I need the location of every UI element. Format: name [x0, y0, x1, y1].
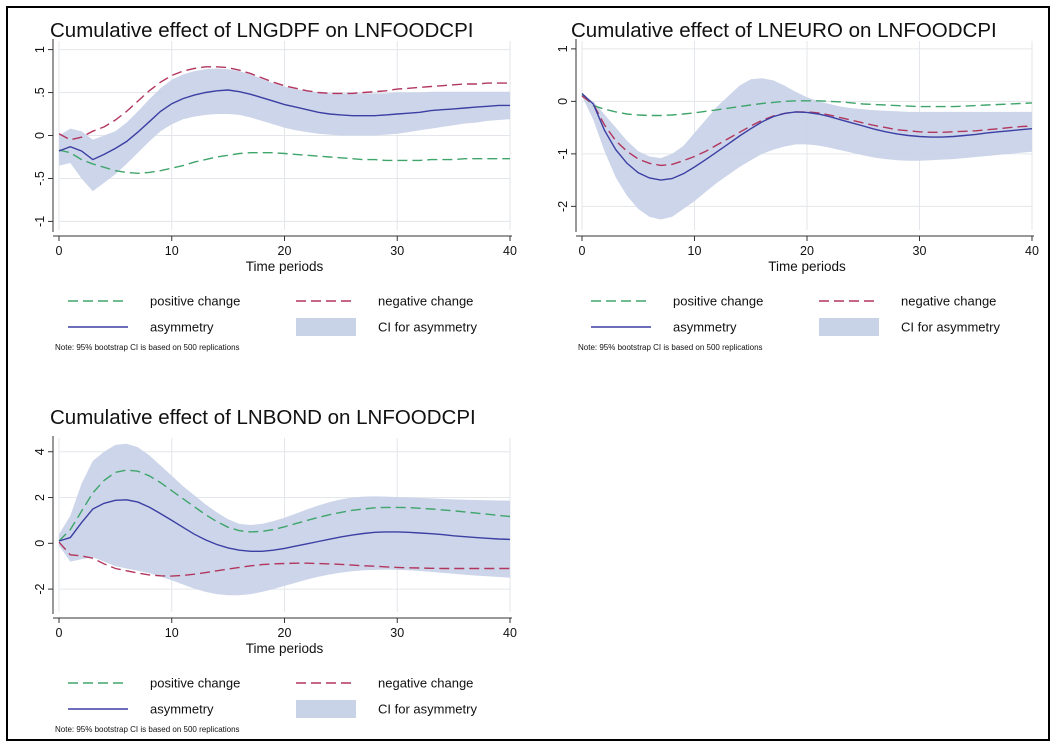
- chart-panel-2: Cumulative effect of LNEURO on LNFOODCPI…: [556, 19, 1039, 352]
- chart-figure: Cumulative effect of LNGDPF on LNFOODCPI…: [33, 19, 1039, 734]
- legend-label: negative change: [378, 676, 473, 691]
- series-line-positive-change: [58, 469, 511, 542]
- chart-title: Cumulative effect of LNEURO on LNFOODCPI: [571, 19, 997, 42]
- series-line-asymmetry: [58, 89, 510, 161]
- legend-label: positive change: [150, 294, 240, 309]
- y-tick-label: -1: [556, 148, 570, 159]
- legend-label: CI for asymmetry: [901, 320, 1000, 335]
- y-tick-label: 0: [33, 132, 47, 139]
- x-axis-label: Time periods: [768, 259, 846, 274]
- legend-label: asymmetry: [150, 320, 214, 335]
- series-line-negative-change: [58, 541, 510, 577]
- ci-band: [582, 78, 1032, 220]
- series-line-positive-change: [58, 149, 510, 175]
- ci-band: [59, 68, 510, 192]
- y-tick-label: 1: [556, 45, 570, 52]
- legend-label: asymmetry: [673, 320, 737, 335]
- x-tick-label: 0: [579, 244, 586, 258]
- x-tick-label: 40: [1025, 244, 1039, 258]
- x-tick-label: 0: [56, 244, 63, 258]
- chart-panel-1: Cumulative effect of LNGDPF on LNFOODCPI…: [33, 19, 517, 352]
- chart-note: Note: 95% bootstrap CI is based on 500 r…: [55, 343, 240, 352]
- x-tick-label: 20: [278, 244, 292, 258]
- x-tick-label: 0: [56, 626, 63, 640]
- legend-label: positive change: [150, 676, 240, 691]
- legend-label: CI for asymmetry: [378, 702, 477, 717]
- y-tick-label: -.5: [33, 171, 47, 186]
- series-line-asymmetry: [581, 92, 1033, 181]
- chart-title: Cumulative effect of LNBOND on LNFOODCPI: [50, 406, 476, 429]
- x-tick-label: 10: [165, 626, 179, 640]
- chart-note: Note: 95% bootstrap CI is based on 500 r…: [578, 343, 763, 352]
- x-tick-label: 20: [278, 626, 292, 640]
- legend-label: asymmetry: [150, 702, 214, 717]
- legend-swatch-band: [296, 700, 356, 718]
- series-line-negative-change: [581, 95, 1033, 167]
- x-axis-label: Time periods: [246, 641, 324, 656]
- x-tick-label: 10: [165, 244, 179, 258]
- x-tick-label: 40: [503, 244, 517, 258]
- figure-frame: Cumulative effect of LNGDPF on LNFOODCPI…: [6, 6, 1050, 741]
- legend-swatch-band: [819, 318, 879, 336]
- series-line-positive-change: [581, 94, 1033, 117]
- x-tick-label: 10: [688, 244, 702, 258]
- x-tick-label: 30: [390, 626, 404, 640]
- y-tick-label: 4: [33, 448, 47, 455]
- y-tick-label: 2: [33, 494, 47, 501]
- y-tick-label: 0: [33, 540, 47, 547]
- legend-label: positive change: [673, 294, 763, 309]
- y-tick-label: 1: [33, 46, 47, 53]
- legend-label: negative change: [378, 294, 473, 309]
- x-tick-label: 20: [800, 244, 814, 258]
- y-tick-label: -1: [33, 216, 47, 227]
- ci-band: [59, 443, 510, 596]
- chart-note: Note: 95% bootstrap CI is based on 500 r…: [55, 725, 240, 734]
- y-tick-label: .5: [33, 87, 47, 97]
- legend-swatch-band: [296, 318, 356, 336]
- series-line-asymmetry: [58, 499, 511, 552]
- legend-label: negative change: [901, 294, 996, 309]
- y-tick-label: -2: [33, 584, 47, 595]
- x-axis-label: Time periods: [246, 259, 324, 274]
- x-tick-label: 30: [913, 244, 927, 258]
- y-tick-label: 0: [556, 98, 570, 105]
- chart-panel-3: Cumulative effect of LNBOND on LNFOODCPI…: [33, 406, 517, 734]
- x-tick-label: 40: [503, 626, 517, 640]
- legend-label: CI for asymmetry: [378, 320, 477, 335]
- y-tick-label: -2: [556, 201, 570, 212]
- chart-title: Cumulative effect of LNGDPF on LNFOODCPI: [50, 19, 473, 42]
- x-tick-label: 30: [390, 244, 404, 258]
